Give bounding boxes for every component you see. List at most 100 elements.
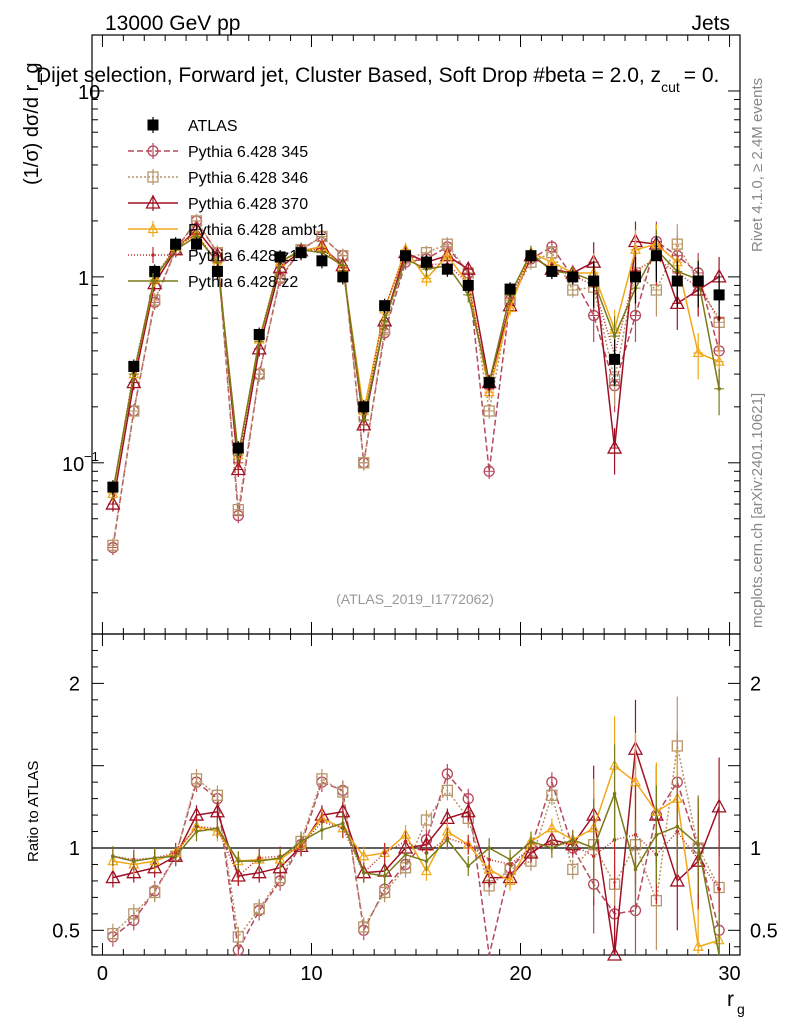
ratio-series-p345 xyxy=(107,732,725,956)
analysis-id-label: (ATLAS_2019_I1772062) xyxy=(336,591,494,607)
ratio-point-z2 xyxy=(152,856,157,860)
y-tick-label: 10 xyxy=(78,82,100,104)
data-point-ATLAS xyxy=(588,275,600,287)
y-tick-label: 1 xyxy=(78,268,89,290)
legend-label-p345: Pythia 6.428 345 xyxy=(188,144,308,161)
series-line-z2 xyxy=(112,235,720,492)
legend-marker-z2 xyxy=(151,279,155,283)
ratio-point-z2 xyxy=(696,842,700,847)
ratio-point-ambt1 xyxy=(483,863,495,874)
data-point-ATLAS xyxy=(713,289,725,301)
ratio-point-p346 xyxy=(546,789,558,801)
ratio-y-tick-label: 1 xyxy=(69,838,80,860)
legend-marker-ATLAS xyxy=(147,119,159,131)
ratio-point-z2 xyxy=(445,837,450,842)
data-point-z1 xyxy=(236,461,241,465)
ratio-point-z2 xyxy=(257,859,262,863)
ratio-point-p370 xyxy=(481,869,497,884)
data-point-z2 xyxy=(341,263,345,268)
data-point-z2 xyxy=(194,234,199,239)
data-point-ATLAS xyxy=(400,250,412,262)
ratio-y-tick-label-right: 2 xyxy=(750,673,761,695)
ratio-point-p370 xyxy=(105,869,121,884)
y-tick-label: 10 xyxy=(62,454,84,476)
data-point-ATLAS xyxy=(504,283,516,295)
ratio-point-z2 xyxy=(194,829,199,834)
ratio-point-p370 xyxy=(209,803,226,818)
ratio-panel: 0 10 20 30 r g 0.5 0.5 1 1 2 2 Ratio to ATLAS xyxy=(25,633,778,1017)
y-tick-label-exp: −1 xyxy=(84,449,99,464)
data-point-ATLAS xyxy=(170,238,182,250)
data-point-ATLAS xyxy=(211,265,223,277)
ratio-point-z2 xyxy=(278,856,282,860)
ratio-point-p370 xyxy=(147,859,163,874)
data-point-ATLAS xyxy=(483,377,495,389)
x-axis-label: r xyxy=(727,988,734,1011)
ratio-point-p346 xyxy=(107,927,119,940)
data-point-ATLAS xyxy=(692,275,704,287)
data-point-p346 xyxy=(567,284,579,296)
data-point-p370 xyxy=(606,439,623,454)
data-point-z2 xyxy=(215,260,220,264)
data-point-ATLAS xyxy=(462,279,474,291)
data-point-z2 xyxy=(612,334,617,338)
data-point-ATLAS xyxy=(358,401,370,413)
data-point-ATLAS xyxy=(232,442,244,454)
series-ambt1 xyxy=(107,224,725,502)
data-point-p370 xyxy=(251,340,267,355)
data-point-ATLAS xyxy=(274,251,286,263)
ratio-point-p346 xyxy=(358,921,370,933)
ratio-point-z2 xyxy=(487,846,491,850)
ratio-point-p346 xyxy=(149,886,161,899)
data-point-ATLAS xyxy=(316,255,328,267)
ratio-point-p370 xyxy=(460,803,476,818)
ratio-point-z2 xyxy=(403,852,408,857)
data-point-ATLAS xyxy=(107,481,119,493)
ratio-y-tick-label-right: 1 xyxy=(750,838,761,860)
data-point-p370 xyxy=(272,259,288,274)
selection-title: Dijet selection, Forward jet, Cluster Ba… xyxy=(36,64,719,95)
ratio-point-p370 xyxy=(126,864,142,879)
data-point-ATLAS xyxy=(420,256,432,268)
data-point-ATLAS xyxy=(253,328,265,340)
data-point-ATLAS xyxy=(337,271,349,283)
legend: ATLAS Pythia 6.428 345 Pythia 6.428 346 Pyt… xyxy=(128,117,326,291)
ratio-y-tick-label-right: 0.5 xyxy=(750,920,778,942)
data-point-p370 xyxy=(126,374,142,389)
data-point-p346 xyxy=(358,457,370,469)
data-point-ambt1 xyxy=(420,272,432,283)
category-label: Jets xyxy=(691,12,730,35)
data-point-ATLAS xyxy=(149,265,161,277)
ratio-point-p370 xyxy=(711,798,727,813)
data-point-ATLAS xyxy=(128,360,140,372)
ratio-point-z2 xyxy=(424,859,429,863)
ratio-series-ambt1 xyxy=(107,716,725,955)
data-point-p346 xyxy=(107,539,119,551)
ratio-point-ambt1 xyxy=(358,849,370,861)
x-tick-label: 0 xyxy=(97,963,108,985)
data-point-p370 xyxy=(669,295,685,310)
ratio-point-z1 xyxy=(403,839,408,844)
data-point-z2 xyxy=(466,293,471,297)
series-line-p346 xyxy=(112,219,720,546)
ratio-point-z1 xyxy=(717,887,721,891)
ratio-point-p346 xyxy=(441,784,454,797)
x-axis-label-sub: g xyxy=(737,1001,745,1017)
ratio-point-z2 xyxy=(215,826,220,831)
ratio-point-p370 xyxy=(669,872,685,887)
data-point-ATLAS xyxy=(671,275,683,287)
ratio-point-z2 xyxy=(529,839,533,844)
legend-label-z1: Pythia 6.428 z1 xyxy=(188,248,298,265)
x-tick-label: 10 xyxy=(300,963,322,985)
ratio-point-p346 xyxy=(190,773,203,785)
ratio-point-p346 xyxy=(316,773,328,785)
ratio-point-p370 xyxy=(606,946,623,961)
ratio-point-p370 xyxy=(523,844,539,859)
ratio-point-z1 xyxy=(487,857,491,862)
data-point-p346 xyxy=(232,503,244,516)
legend-marker-p345 xyxy=(147,145,159,157)
data-point-ATLAS xyxy=(609,353,621,365)
ratio-point-z1 xyxy=(236,874,241,878)
data-point-p370 xyxy=(105,495,121,510)
